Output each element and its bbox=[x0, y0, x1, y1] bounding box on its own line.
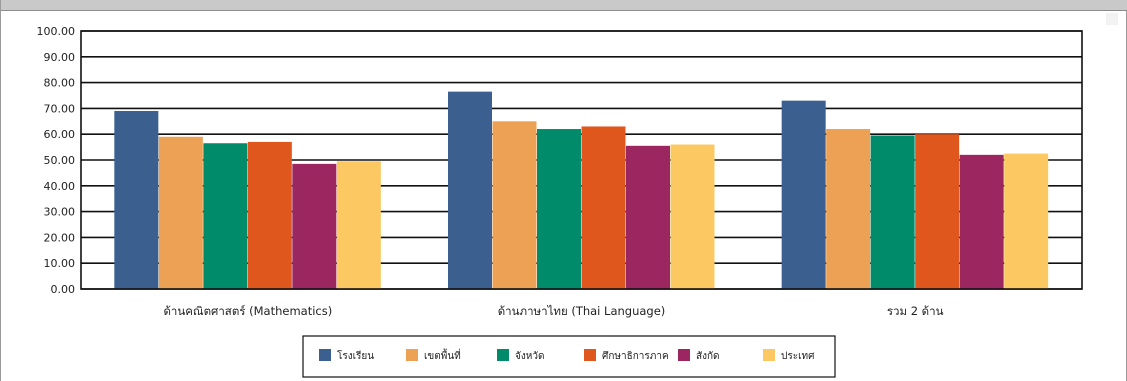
axis-layer: 0.00 10.00 20.00 30.00 40.00 50.00 60.00 70.00 8… bbox=[37, 25, 1083, 318]
legend-swatch bbox=[584, 349, 596, 361]
category-label: รวม 2 ด้าน bbox=[887, 304, 944, 318]
bar bbox=[492, 121, 537, 289]
bar bbox=[670, 144, 715, 289]
y-tick-label: 50.00 bbox=[44, 154, 76, 167]
y-tick-label: 30.00 bbox=[44, 206, 76, 219]
legend-label: โรงเรียน bbox=[337, 349, 374, 362]
legend-label: ประเทศ bbox=[781, 351, 815, 362]
legend-label: สังกัด bbox=[696, 351, 720, 362]
legend-swatch bbox=[319, 349, 331, 361]
bar bbox=[959, 154, 1004, 289]
category-label: ด้านคณิตศาสตร์ (Mathematics) bbox=[163, 304, 332, 318]
legend-label: เขตพื้นที่ bbox=[424, 348, 461, 362]
bar bbox=[158, 136, 203, 289]
bar bbox=[336, 161, 381, 289]
bar bbox=[581, 126, 626, 290]
y-tick-label: 60.00 bbox=[44, 128, 76, 141]
window-top-bar bbox=[1, 0, 1127, 11]
legend-label: ศึกษาธิการภาค bbox=[602, 350, 669, 362]
bar bbox=[537, 129, 581, 289]
bar bbox=[448, 91, 492, 289]
legend-swatch bbox=[406, 349, 418, 361]
y-tick-label: 10.00 bbox=[44, 257, 76, 270]
y-tick-label: 80.00 bbox=[44, 77, 76, 90]
bar bbox=[292, 163, 337, 289]
bar bbox=[915, 134, 960, 289]
category-label: ด้านภาษาไทย (Thai Language) bbox=[498, 304, 666, 318]
legend-swatch bbox=[678, 349, 690, 361]
legend-box bbox=[302, 335, 836, 378]
y-tick-label: 20.00 bbox=[44, 231, 76, 244]
bar bbox=[114, 110, 159, 289]
bar bbox=[781, 100, 826, 289]
legend: โรงเรียน เขตพื้นที่ จังหวัด ศึกษาธิการภาค สั… bbox=[302, 335, 836, 378]
y-tick-label: 0.00 bbox=[51, 283, 76, 296]
plot-frame bbox=[80, 30, 1083, 290]
legend-label: จังหวัด bbox=[515, 351, 544, 362]
y-tick-label: 100.00 bbox=[37, 25, 76, 38]
bar bbox=[203, 143, 248, 289]
bar-layer bbox=[114, 91, 1049, 290]
bar bbox=[626, 145, 670, 289]
corner-mark bbox=[1106, 13, 1118, 25]
legend-swatch bbox=[497, 349, 509, 361]
y-tick-label: 90.00 bbox=[44, 51, 76, 64]
legend-swatch bbox=[763, 349, 775, 361]
bar bbox=[247, 141, 292, 289]
bar bbox=[870, 135, 915, 289]
y-tick-label: 40.00 bbox=[44, 180, 76, 193]
bar bbox=[826, 129, 871, 289]
bar bbox=[1004, 153, 1049, 289]
y-tick-label: 70.00 bbox=[44, 102, 76, 115]
